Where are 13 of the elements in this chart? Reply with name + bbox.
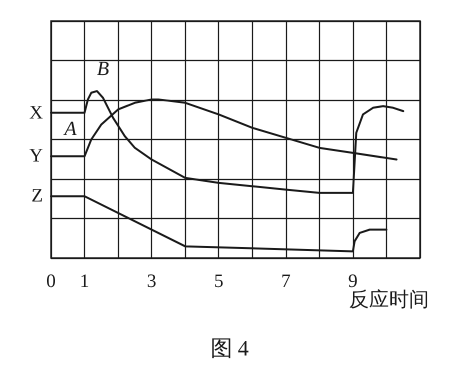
x-tick-label: 1 <box>80 271 90 292</box>
x-tick-label: 7 <box>281 271 291 292</box>
x-tick-label: 3 <box>146 271 156 292</box>
series-label: Z <box>31 186 43 207</box>
x-tick-label: 5 <box>214 271 224 292</box>
x-tick-label: 0 <box>46 271 56 292</box>
x-axis-title: 反应时间 <box>349 289 429 311</box>
text: 图 4 <box>210 336 249 360</box>
annotation: B <box>96 58 110 80</box>
series-label: Y <box>29 146 44 167</box>
annotation: A <box>62 118 78 140</box>
series-label: X <box>29 102 44 124</box>
x-tick-label: 9 <box>348 271 358 292</box>
